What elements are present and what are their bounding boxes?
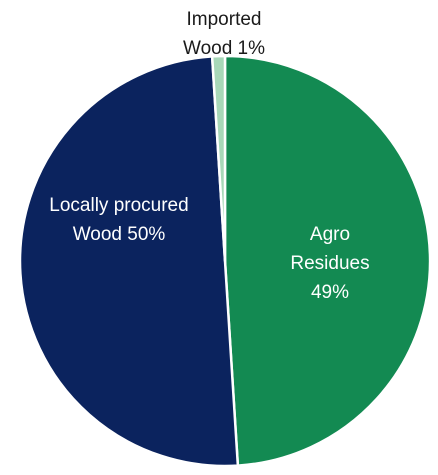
slice-label-0-line-1: Residues <box>290 253 369 274</box>
slice-label-0: Agro Residues 49% <box>290 224 369 303</box>
slice-label-1: Locally procured Wood 50% <box>49 195 188 245</box>
slice-label-2-line-1: Wood 1% <box>183 38 265 59</box>
slice-label-2-line-0: Imported <box>187 9 262 30</box>
slice-label-1-line-1: Wood 50% <box>73 224 166 245</box>
slice-label-0-line-2: 49% <box>311 282 349 303</box>
slice-label-1-line-0: Locally procured <box>49 195 188 216</box>
pie-slice-0 <box>223 54 432 467</box>
pie-slice-2 <box>210 54 227 263</box>
slices-group <box>18 54 432 468</box>
labels-group: Agro Residues 49% Locally procured Wood 50% I… <box>49 9 369 303</box>
pie-slice-1 <box>18 55 240 468</box>
slice-label-0-line-0: Agro <box>310 224 350 245</box>
slice-label-2: Imported Wood 1% <box>183 9 265 59</box>
